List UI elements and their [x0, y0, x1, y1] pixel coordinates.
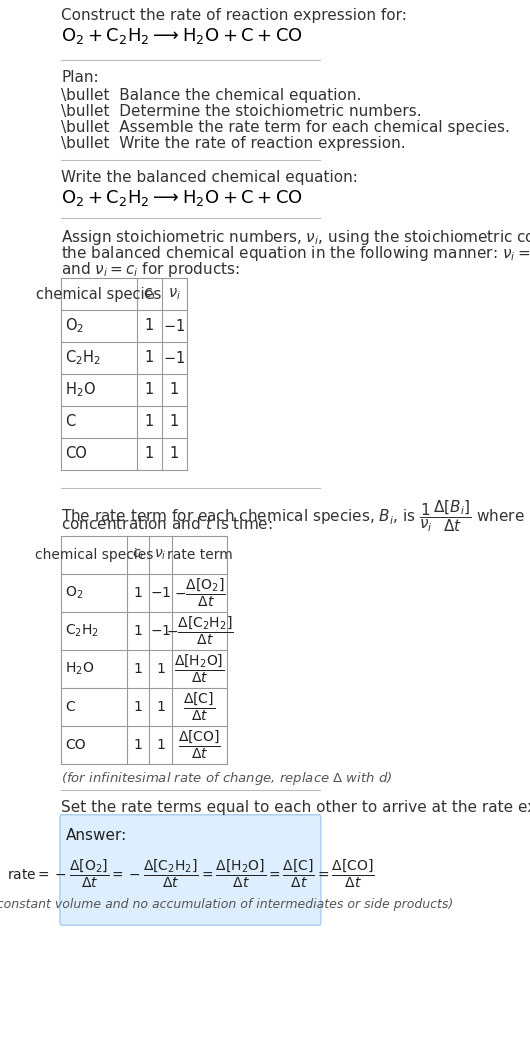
Text: \bullet  Determine the stoichiometric numbers.: \bullet Determine the stoichiometric num…	[61, 104, 422, 119]
Text: C: C	[65, 415, 76, 429]
Text: $\nu_i$: $\nu_i$	[154, 548, 167, 563]
Text: \bullet  Balance the chemical equation.: \bullet Balance the chemical equation.	[61, 88, 361, 103]
Text: $\mathrm{O_2 + C_2H_2 \longrightarrow H_2O + C + CO}$: $\mathrm{O_2 + C_2H_2 \longrightarrow H_…	[61, 188, 303, 208]
Text: chemical species: chemical species	[35, 548, 153, 562]
Text: and $\nu_i = c_i$ for products:: and $\nu_i = c_i$ for products:	[61, 260, 240, 279]
Text: 1: 1	[145, 447, 154, 462]
Text: Construct the rate of reaction expression for:: Construct the rate of reaction expressio…	[61, 8, 407, 23]
Text: 1: 1	[134, 700, 143, 714]
Text: $c_i$: $c_i$	[132, 548, 144, 563]
Text: $-1$: $-1$	[150, 624, 171, 638]
Text: rate term: rate term	[166, 548, 232, 562]
Text: C: C	[65, 700, 75, 714]
Text: 1: 1	[145, 350, 154, 366]
Text: \bullet  Write the rate of reaction expression.: \bullet Write the rate of reaction expre…	[61, 137, 406, 151]
Text: $-\dfrac{\Delta[\mathrm{C_2H_2}]}{\Delta t}$: $-\dfrac{\Delta[\mathrm{C_2H_2}]}{\Delta…	[166, 615, 233, 647]
Text: concentration and $t$ is time:: concentration and $t$ is time:	[61, 516, 273, 532]
Text: 1: 1	[134, 738, 143, 752]
Text: 1: 1	[134, 662, 143, 676]
Text: $\dfrac{\Delta[\mathrm{C}]}{\Delta t}$: $\dfrac{\Delta[\mathrm{C}]}{\Delta t}$	[183, 691, 216, 723]
Text: $\mathrm{C_2H_2}$: $\mathrm{C_2H_2}$	[65, 623, 100, 639]
Text: 1: 1	[170, 447, 179, 462]
Text: 1: 1	[170, 415, 179, 429]
Text: 1: 1	[156, 700, 165, 714]
Text: $\dfrac{\Delta[\mathrm{H_2O}]}{\Delta t}$: $\dfrac{\Delta[\mathrm{H_2O}]}{\Delta t}…	[174, 653, 225, 686]
Text: $\mathrm{C_2H_2}$: $\mathrm{C_2H_2}$	[65, 349, 101, 368]
Text: 1: 1	[134, 624, 143, 638]
Text: $\dfrac{\Delta[\mathrm{CO}]}{\Delta t}$: $\dfrac{\Delta[\mathrm{CO}]}{\Delta t}$	[178, 728, 221, 761]
Text: $\mathrm{O_2}$: $\mathrm{O_2}$	[65, 585, 84, 601]
Text: 1: 1	[145, 382, 154, 397]
Text: Set the rate terms equal to each other to arrive at the rate expression:: Set the rate terms equal to each other t…	[61, 800, 530, 815]
Text: Write the balanced chemical equation:: Write the balanced chemical equation:	[61, 170, 358, 185]
Text: Plan:: Plan:	[61, 70, 99, 85]
Text: $\mathrm{rate} = -\dfrac{\Delta[\mathrm{O_2}]}{\Delta t} = -\dfrac{\Delta[\mathr: $\mathrm{rate} = -\dfrac{\Delta[\mathrm{…	[7, 858, 374, 890]
Text: Answer:: Answer:	[66, 828, 128, 843]
Text: $c_i$: $c_i$	[143, 287, 156, 302]
Text: CO: CO	[65, 738, 86, 752]
Text: $\nu_i$: $\nu_i$	[168, 287, 181, 302]
Text: $-1$: $-1$	[150, 586, 171, 600]
Text: the balanced chemical equation in the following manner: $\nu_i = -c_i$ for react: the balanced chemical equation in the fo…	[61, 244, 530, 263]
Text: $\mathrm{H_2O}$: $\mathrm{H_2O}$	[65, 380, 96, 399]
Text: 1: 1	[145, 319, 154, 333]
Text: Assign stoichiometric numbers, $\nu_i$, using the stoichiometric coefficients, $: Assign stoichiometric numbers, $\nu_i$, …	[61, 228, 530, 247]
Text: 1: 1	[170, 382, 179, 397]
Text: 1: 1	[156, 662, 165, 676]
Text: The rate term for each chemical species, $B_i$, is $\dfrac{1}{\nu_i}\dfrac{\Delt: The rate term for each chemical species,…	[61, 498, 530, 534]
Text: (for infinitesimal rate of change, replace $\Delta$ with $d$): (for infinitesimal rate of change, repla…	[61, 770, 393, 787]
Text: $\mathrm{O_2 + C_2H_2 \longrightarrow H_2O + C + CO}$: $\mathrm{O_2 + C_2H_2 \longrightarrow H_…	[61, 26, 303, 46]
Text: $-1$: $-1$	[163, 318, 186, 334]
Text: (assuming constant volume and no accumulation of intermediates or side products): (assuming constant volume and no accumul…	[0, 898, 453, 911]
Text: $-1$: $-1$	[163, 350, 186, 366]
Text: chemical species: chemical species	[36, 287, 162, 301]
Text: $-\dfrac{\Delta[\mathrm{O_2}]}{\Delta t}$: $-\dfrac{\Delta[\mathrm{O_2}]}{\Delta t}…	[174, 577, 225, 610]
Text: 1: 1	[134, 586, 143, 600]
Text: CO: CO	[65, 447, 87, 462]
Text: 1: 1	[156, 738, 165, 752]
Text: $\mathrm{O_2}$: $\mathrm{O_2}$	[65, 317, 84, 336]
FancyBboxPatch shape	[60, 815, 321, 925]
Text: \bullet  Assemble the rate term for each chemical species.: \bullet Assemble the rate term for each …	[61, 120, 510, 135]
Text: 1: 1	[145, 415, 154, 429]
Text: $\mathrm{H_2O}$: $\mathrm{H_2O}$	[65, 661, 94, 677]
